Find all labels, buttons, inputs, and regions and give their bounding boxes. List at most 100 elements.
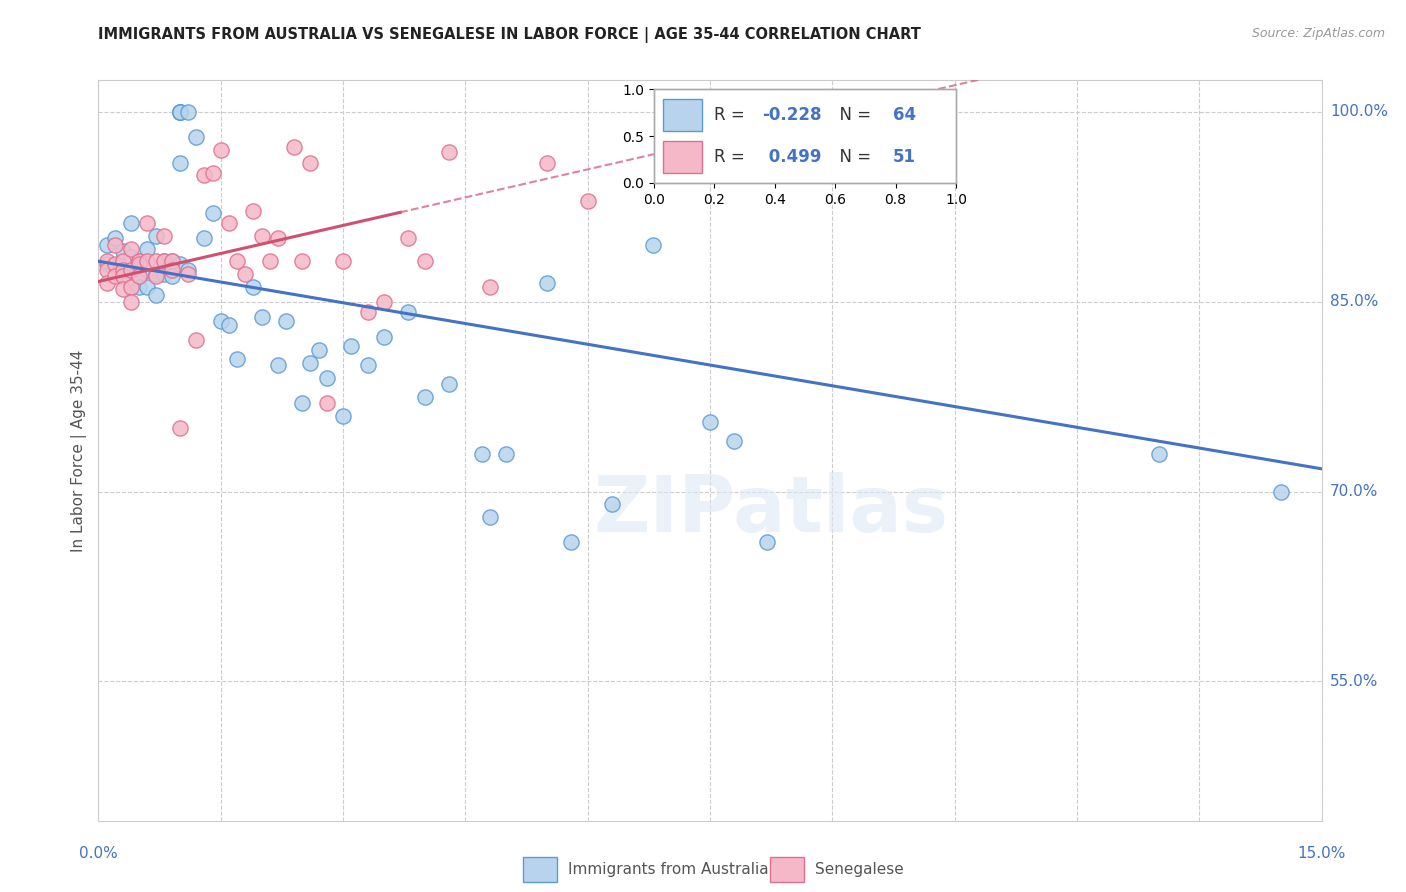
Point — [111, 269, 134, 284]
Point — [201, 166, 224, 180]
Point — [299, 155, 322, 169]
Point — [152, 267, 174, 281]
Text: R =: R = — [714, 148, 751, 166]
Point — [495, 447, 517, 461]
Point — [226, 254, 249, 268]
Point — [340, 339, 363, 353]
Point — [128, 279, 150, 293]
Text: 51: 51 — [893, 148, 915, 166]
Point — [437, 145, 460, 160]
Point — [186, 130, 208, 145]
Text: 100.0%: 100.0% — [1330, 104, 1388, 120]
Y-axis label: In Labor Force | Age 35-44: In Labor Force | Age 35-44 — [72, 350, 87, 551]
Point — [600, 497, 623, 511]
Text: N =: N = — [830, 106, 876, 124]
Point — [120, 263, 142, 277]
Point — [291, 254, 314, 268]
Point — [242, 279, 264, 293]
Point — [120, 242, 142, 256]
Point — [96, 276, 118, 290]
Point — [396, 231, 419, 245]
Text: Source: ZipAtlas.com: Source: ZipAtlas.com — [1251, 27, 1385, 40]
Point — [152, 254, 174, 268]
Point — [218, 216, 240, 230]
Point — [201, 206, 224, 220]
Point — [413, 390, 436, 404]
Point — [332, 409, 354, 423]
Text: 70.0%: 70.0% — [1330, 484, 1378, 500]
Point — [177, 263, 200, 277]
Point — [283, 140, 305, 154]
Bar — [523, 857, 557, 882]
Text: -0.228: -0.228 — [762, 106, 823, 124]
Point — [299, 355, 322, 369]
Point — [267, 358, 290, 372]
Point — [169, 104, 191, 119]
Point — [242, 203, 264, 218]
Point — [209, 314, 232, 328]
Point — [259, 254, 281, 268]
Point — [152, 229, 174, 244]
Point — [373, 294, 395, 309]
Point — [145, 269, 167, 284]
Text: IMMIGRANTS FROM AUSTRALIA VS SENEGALESE IN LABOR FORCE | AGE 35-44 CORRELATION C: IMMIGRANTS FROM AUSTRALIA VS SENEGALESE … — [98, 27, 921, 43]
Point — [356, 358, 378, 372]
Point — [218, 318, 240, 332]
Point — [96, 257, 118, 271]
Point — [111, 263, 134, 277]
Point — [136, 279, 159, 293]
Point — [291, 396, 314, 410]
Text: 55.0%: 55.0% — [1330, 674, 1378, 689]
Point — [136, 216, 159, 230]
Point — [373, 330, 395, 344]
Point — [193, 231, 215, 245]
Point — [96, 263, 118, 277]
Point — [160, 269, 183, 284]
Point — [560, 535, 582, 549]
Point — [186, 333, 208, 347]
Point — [111, 254, 134, 268]
Point — [315, 396, 337, 410]
Text: 85.0%: 85.0% — [1330, 294, 1378, 310]
Point — [111, 244, 134, 259]
Point — [177, 267, 200, 281]
Point — [120, 263, 142, 277]
Point — [136, 242, 159, 256]
Bar — [662, 141, 702, 173]
Bar — [662, 98, 702, 131]
Point — [1147, 447, 1170, 461]
Point — [160, 263, 183, 277]
Point — [136, 254, 159, 268]
Point — [437, 377, 460, 392]
Text: 64: 64 — [893, 106, 915, 124]
Point — [145, 229, 167, 244]
Point — [169, 421, 191, 435]
Point — [576, 194, 599, 208]
Point — [145, 254, 167, 268]
Point — [169, 155, 191, 169]
Text: 0.499: 0.499 — [762, 148, 821, 166]
Point — [756, 535, 779, 549]
Point — [413, 254, 436, 268]
Point — [356, 305, 378, 319]
Point — [104, 260, 127, 274]
Point — [308, 343, 330, 357]
Point — [128, 254, 150, 268]
Point — [169, 104, 191, 119]
Point — [536, 155, 558, 169]
Point — [478, 509, 501, 524]
Point — [1270, 484, 1292, 499]
Text: Immigrants from Australia: Immigrants from Australia — [568, 863, 769, 877]
Point — [250, 310, 273, 324]
Point — [145, 267, 167, 281]
Point — [152, 254, 174, 268]
Point — [128, 269, 150, 284]
Point — [96, 237, 118, 252]
Text: 0.0%: 0.0% — [79, 846, 118, 861]
Point — [478, 279, 501, 293]
Point — [111, 269, 134, 284]
Text: R =: R = — [714, 106, 751, 124]
Point — [104, 237, 127, 252]
Point — [471, 447, 494, 461]
Point — [177, 104, 200, 119]
